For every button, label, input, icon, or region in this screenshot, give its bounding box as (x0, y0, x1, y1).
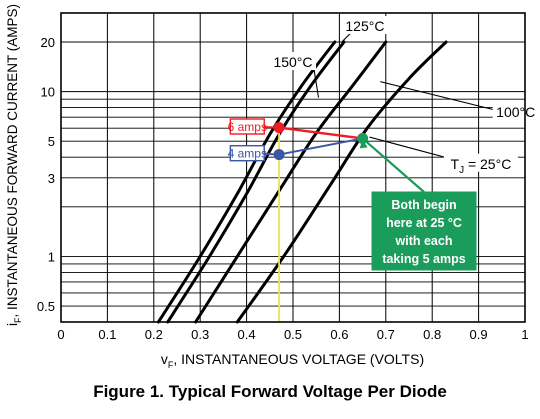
y-tick-label: 5 (48, 134, 55, 149)
callout-text-line: with each (395, 234, 453, 248)
plot-frame (60, 12, 526, 323)
blue-connector-line (278, 137, 363, 156)
curve-label-background (341, 15, 388, 34)
x-tick-label: 0.4 (238, 327, 256, 342)
x-tick-label: 0.1 (98, 327, 116, 342)
callout-box (371, 191, 477, 271)
x-tick-label: 1 (521, 327, 528, 342)
y-tick-label: 1 (48, 249, 55, 264)
annotations: 125°C 150°C 100°C TJ = 25°C 6 amps 4 amps Both… (228, 15, 539, 322)
amp-label-box (229, 118, 265, 135)
x-axis-label: vF, INSTANTANEOUS VOLTAGE (VOLTS) (160, 351, 425, 370)
callout-arrow-head (359, 139, 368, 149)
figure-title: Figure 1. Typical Forward Voltage Per Di… (93, 382, 447, 401)
y-tick-label: 20 (41, 35, 55, 50)
curve-label: TJ = 25°C (451, 156, 512, 176)
curve-label: 150°C (273, 54, 312, 70)
x-tick-label: 0.7 (377, 327, 395, 342)
amp-label-box (229, 145, 265, 162)
series-line (166, 40, 346, 324)
series-line (235, 40, 448, 324)
x-tick-label: 0.6 (330, 327, 348, 342)
callout-text-line: Both begin (391, 198, 456, 212)
curves (156, 40, 448, 324)
curve-label-background (270, 52, 316, 71)
curve-label: 100°C (496, 104, 535, 120)
series-line (194, 40, 388, 324)
y-axis-label: iF, INSTANTANEOUS FORWARD CURRENT (AMPS) (5, 3, 23, 327)
y-tick-label: 0.5 (37, 299, 55, 314)
red-connector-line (278, 126, 363, 140)
x-tick-label: 0.5 (284, 327, 302, 342)
y-tick-label: 3 (48, 171, 55, 186)
x-tick-label: 0.9 (470, 327, 488, 342)
x-tick-label: 0.2 (145, 327, 163, 342)
tick-labels: 0 0.1 0.2 0.3 0.4 0.5 0.6 0.7 0.8 0.9 1 0.5 1 3 5 10 20 (37, 35, 529, 342)
y-axis-label-wrap: iF, INSTANTANEOUS FORWARD CURRENT (AMPS) (3, 0, 25, 330)
x-tick-label: 0 (57, 327, 64, 342)
curve-label-background (443, 153, 518, 172)
red-point-marker (273, 122, 285, 134)
curve-label-background (492, 102, 539, 121)
x-tick-label: 0.3 (191, 327, 209, 342)
callout-arrow-line (361, 137, 425, 193)
y-tick-label: 10 (41, 85, 55, 100)
curve-label: 125°C (345, 18, 384, 34)
amp-label: 4 amps (228, 147, 267, 161)
callout-text-line: taking 5 amps (382, 252, 465, 266)
amp-label: 6 amps (228, 120, 267, 134)
callout-text-line: here at 25 °C (386, 216, 462, 230)
blue-point-marker (273, 149, 285, 161)
curve-label-leader (380, 81, 508, 114)
series-line (156, 40, 337, 324)
green-point-marker (357, 132, 369, 144)
x-tick-label: 0.8 (423, 327, 441, 342)
